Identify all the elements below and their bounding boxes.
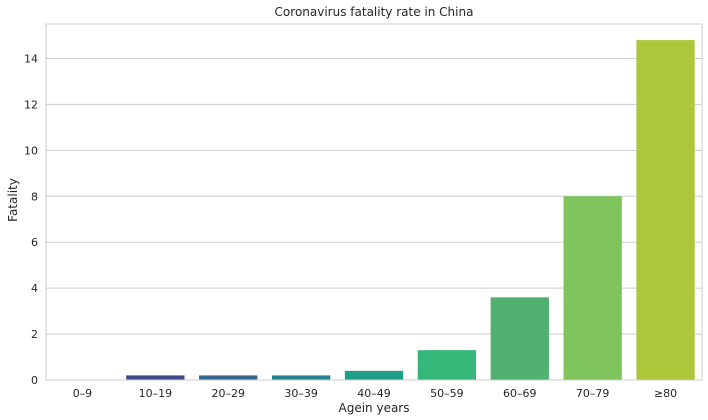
bar-7 — [563, 196, 622, 380]
x-tick-label: 30–39 — [284, 387, 318, 400]
x-tick-label: 40–49 — [357, 387, 391, 400]
chart-title: Coronavirus fatality rate in China — [275, 5, 474, 19]
y-tick-label: 10 — [24, 144, 38, 157]
y-tick-label: 14 — [24, 52, 38, 65]
y-tick-label: 0 — [31, 374, 38, 387]
y-tick-label: 4 — [31, 282, 38, 295]
y-tick-label: 2 — [31, 328, 38, 341]
bar-8 — [636, 40, 695, 380]
x-tick-label: 20–29 — [211, 387, 245, 400]
bar-1 — [126, 375, 185, 380]
x-tick-label: 10–19 — [139, 387, 173, 400]
gridlines — [46, 57, 702, 381]
x-tick-label: 60–69 — [503, 387, 537, 400]
x-tick-labels: 0–9 10–19 20–29 30–39 40–49 50–59 60–69 70–79 ≥8… — [73, 387, 677, 400]
bars — [126, 40, 695, 380]
y-tick-labels: 0 2 4 6 8 10 12 14 — [24, 52, 38, 387]
bar-4 — [344, 370, 404, 380]
y-tick-label: 8 — [31, 190, 38, 203]
x-tick-label: ≥80 — [654, 387, 677, 400]
y-tick-label: 12 — [24, 98, 38, 111]
y-tick-label: 6 — [31, 236, 38, 249]
y-axis-label: Fatality — [6, 178, 20, 222]
x-tick-label: 50–59 — [430, 387, 464, 400]
x-tick-label: 70–79 — [576, 387, 610, 400]
bar-2 — [199, 375, 258, 380]
x-tick-label: 0–9 — [73, 387, 93, 400]
plot-frame — [45, 23, 703, 381]
bar-6 — [490, 297, 549, 380]
bar-3 — [271, 375, 331, 380]
x-axis-label: Agein years — [339, 401, 410, 415]
bar-5 — [417, 350, 477, 380]
